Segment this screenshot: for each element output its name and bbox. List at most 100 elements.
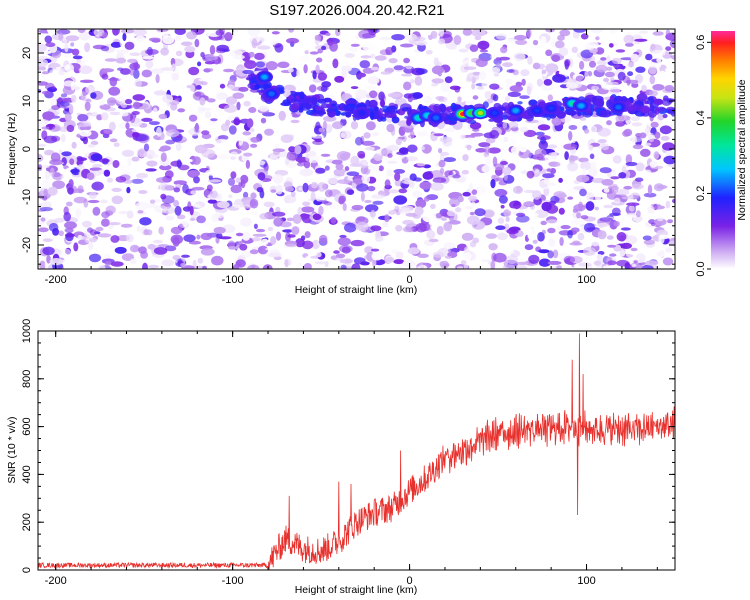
heatmap-cell bbox=[358, 72, 366, 78]
heatmap-cell bbox=[316, 57, 323, 63]
heatmap-cell bbox=[129, 52, 141, 56]
heatmap-cell bbox=[120, 223, 133, 228]
heatmap-cell bbox=[184, 45, 196, 53]
heatmap-band-cell bbox=[378, 107, 383, 117]
heatmap-cell bbox=[468, 169, 480, 179]
heatmap-cell bbox=[648, 64, 662, 68]
heatmap-cell bbox=[440, 82, 450, 92]
heatmap-cell bbox=[239, 243, 248, 251]
heatmap-cell bbox=[109, 245, 117, 249]
heatmap-cell bbox=[152, 107, 158, 116]
heatmap-cell bbox=[109, 121, 116, 131]
heatmap-cell bbox=[285, 243, 297, 248]
heatmap-cell bbox=[458, 48, 469, 53]
heatmap-cell bbox=[41, 130, 48, 140]
heatmap-cell bbox=[52, 173, 64, 181]
heatmap-cell bbox=[560, 225, 571, 230]
heatmap-hotspot bbox=[433, 115, 439, 120]
heatmap-cell bbox=[141, 69, 152, 78]
heatmap-cell bbox=[626, 202, 640, 206]
heatmap-cell bbox=[236, 101, 241, 111]
heatmap-cell bbox=[657, 113, 665, 121]
heatmap-cell bbox=[512, 69, 519, 76]
heatmap-cell bbox=[623, 214, 637, 218]
heatmap-cell bbox=[230, 184, 242, 194]
heatmap-cell bbox=[340, 264, 347, 269]
heatmap-cell bbox=[536, 78, 544, 87]
heatmap-cell bbox=[344, 166, 350, 172]
heatmap-cell bbox=[510, 146, 520, 155]
heatmap-cell bbox=[161, 184, 174, 191]
heatmap-cell bbox=[635, 162, 645, 172]
heatmap-cell bbox=[223, 68, 235, 73]
heatmap-cell bbox=[129, 68, 135, 76]
heatmap-cell bbox=[194, 38, 200, 48]
heatmap-cell bbox=[75, 208, 82, 218]
y-tick-label: 200 bbox=[21, 513, 33, 531]
heatmap-cell bbox=[412, 36, 426, 42]
heatmap-cell bbox=[284, 259, 289, 268]
heatmap-cell bbox=[403, 57, 410, 64]
heatmap-cell bbox=[547, 250, 554, 259]
heatmap-cell bbox=[672, 198, 675, 204]
heatmap-cell bbox=[608, 87, 621, 96]
heatmap-cell bbox=[129, 258, 137, 265]
colorbar-tick-label: 0.6 bbox=[695, 35, 707, 50]
heatmap-cell bbox=[439, 167, 445, 174]
heatmap-cell bbox=[617, 188, 630, 196]
heatmap-cell bbox=[451, 224, 465, 232]
heatmap-cell bbox=[526, 29, 532, 38]
y-tick-label: 0 bbox=[21, 567, 33, 573]
heatmap-cell bbox=[132, 101, 141, 110]
heatmap-cell bbox=[422, 212, 435, 223]
heatmap-cell bbox=[635, 177, 644, 182]
heatmap-cell bbox=[317, 48, 324, 54]
heatmap-cell bbox=[613, 197, 621, 204]
heatmap-cell bbox=[71, 141, 77, 149]
heatmap-cell bbox=[484, 145, 490, 155]
heatmap-cell bbox=[601, 178, 614, 186]
heatmap-cell bbox=[438, 148, 443, 154]
x-tick-label: -100 bbox=[222, 274, 244, 286]
heatmap-cell bbox=[485, 233, 498, 239]
heatmap-band-cell bbox=[636, 93, 648, 102]
heatmap-cell bbox=[194, 91, 202, 97]
heatmap-cell bbox=[322, 120, 327, 131]
heatmap-cell bbox=[63, 211, 71, 222]
heatmap-cell bbox=[173, 200, 180, 207]
heatmap-cell bbox=[41, 90, 51, 95]
heatmap-cell bbox=[460, 260, 467, 265]
heatmap-cell bbox=[121, 149, 135, 157]
heatmap-cell bbox=[198, 107, 212, 111]
heatmap-cell bbox=[38, 118, 45, 128]
heatmap-cell bbox=[633, 260, 638, 264]
heatmap-cell bbox=[573, 29, 587, 33]
heatmap-cell bbox=[386, 169, 394, 177]
heatmap-cell bbox=[88, 253, 102, 263]
heatmap-cell bbox=[287, 46, 292, 57]
heatmap-cell bbox=[189, 205, 194, 216]
figure-title: S197.2026.004.20.42.R21 bbox=[269, 2, 444, 19]
heatmap-cell bbox=[296, 69, 300, 77]
heatmap-cell bbox=[50, 99, 58, 106]
heatmap-cell bbox=[112, 160, 120, 168]
heatmap-cell bbox=[304, 231, 311, 239]
heatmap-cell bbox=[92, 164, 103, 168]
heatmap-cell bbox=[85, 85, 95, 95]
heatmap-cell bbox=[616, 232, 627, 242]
heatmap-cell bbox=[391, 34, 405, 41]
heatmap-cell bbox=[134, 79, 142, 88]
heatmap-cell bbox=[439, 136, 453, 143]
heatmap-cell bbox=[234, 204, 242, 209]
heatmap-cell bbox=[463, 252, 472, 261]
heatmap-cell bbox=[39, 187, 49, 196]
heatmap-cell bbox=[558, 207, 565, 215]
heatmap-cell bbox=[356, 183, 369, 192]
heatmap-cell bbox=[453, 35, 462, 45]
heatmap-x-axis-label: Height of straight line (km) bbox=[295, 284, 418, 296]
heatmap-cell bbox=[39, 207, 53, 212]
heatmap-cell bbox=[615, 49, 626, 53]
heatmap-cell bbox=[654, 131, 661, 139]
heatmap-cell bbox=[618, 172, 627, 179]
heatmap-cell bbox=[625, 161, 638, 167]
